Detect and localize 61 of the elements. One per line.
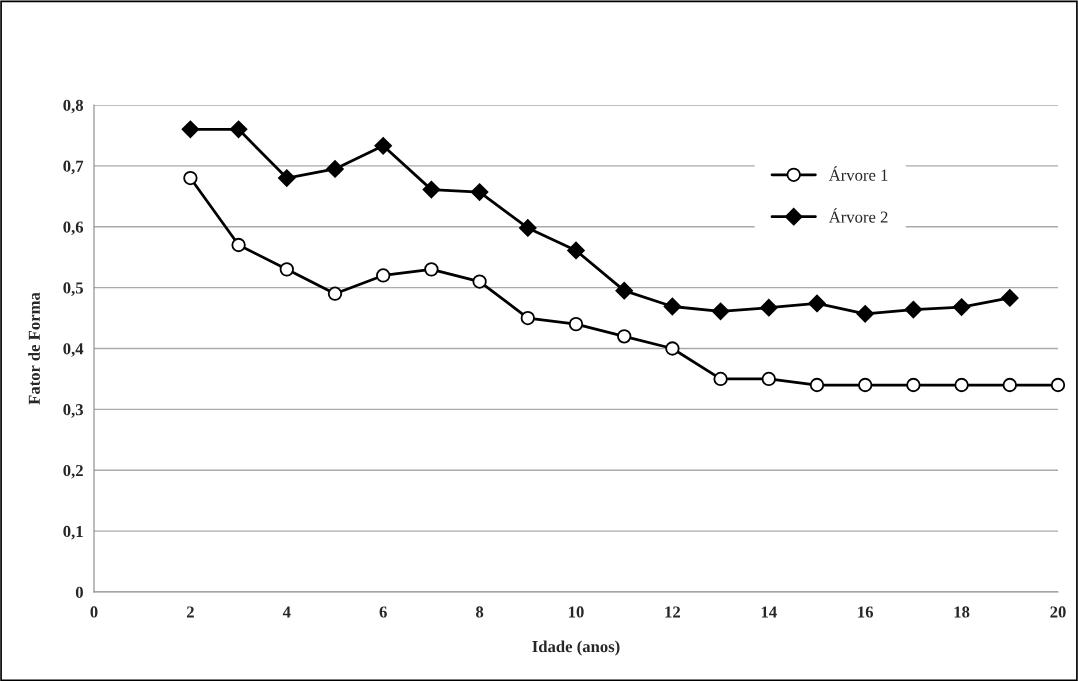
y-tick-label: 0,2 [63, 464, 83, 479]
y-tick-label: 0,6 [63, 221, 84, 236]
x-tick-label: 14 [761, 606, 777, 618]
point [858, 377, 873, 393]
point [1002, 377, 1017, 393]
x-tick-label: 18 [954, 606, 970, 618]
point [711, 302, 730, 321]
point [904, 300, 923, 319]
point [760, 298, 778, 317]
x-tick-label: 20 [1050, 606, 1066, 618]
x-axis-title: Idade (anos) [532, 640, 620, 656]
x-tick-label: 0 [90, 606, 98, 618]
point [424, 262, 439, 277]
x-tick-label: 16 [858, 606, 874, 618]
point [326, 160, 344, 178]
y-tick-label: 0,7 [63, 160, 84, 175]
y-tick-label: 0 [75, 586, 83, 598]
point [567, 241, 585, 260]
point [229, 120, 248, 139]
legend-label: Árvore 1 [828, 166, 888, 181]
point [954, 377, 969, 393]
x-tick-label: 8 [475, 606, 484, 618]
point [713, 371, 728, 387]
y-tick-label: 0,3 [63, 404, 84, 418]
point [422, 180, 441, 199]
point [231, 237, 246, 253]
point [665, 341, 680, 356]
point [617, 329, 632, 344]
point [856, 305, 874, 323]
y-tick-label: 0,4 [63, 343, 84, 357]
y-tick-label: 0,1 [63, 525, 83, 540]
point [808, 294, 826, 313]
point [472, 274, 487, 289]
point [519, 219, 537, 237]
point [906, 377, 921, 393]
point [809, 377, 825, 393]
y-axis-title: Fator de Forma [28, 292, 40, 405]
y-tick-label: 0,5 [63, 282, 83, 296]
legend-label: Árvore 2 [828, 208, 888, 223]
point [470, 183, 489, 201]
point [374, 137, 392, 155]
point [568, 316, 584, 332]
point [1001, 289, 1019, 307]
y-tick-label: 0,8 [63, 99, 84, 114]
point [663, 297, 682, 316]
point [761, 371, 776, 387]
point [615, 281, 633, 300]
point [183, 170, 198, 186]
point [327, 286, 343, 301]
x-tick-label: 10 [569, 606, 584, 618]
point [1050, 377, 1066, 393]
point [279, 262, 294, 277]
point [376, 268, 391, 283]
x-tick-label: 4 [282, 606, 291, 618]
point [278, 169, 296, 187]
x-tick-label: 2 [186, 606, 194, 618]
point [952, 298, 971, 316]
x-tick-label: 12 [665, 606, 681, 618]
x-tick-label: 6 [379, 606, 387, 618]
point [181, 120, 200, 139]
point [520, 310, 535, 326]
